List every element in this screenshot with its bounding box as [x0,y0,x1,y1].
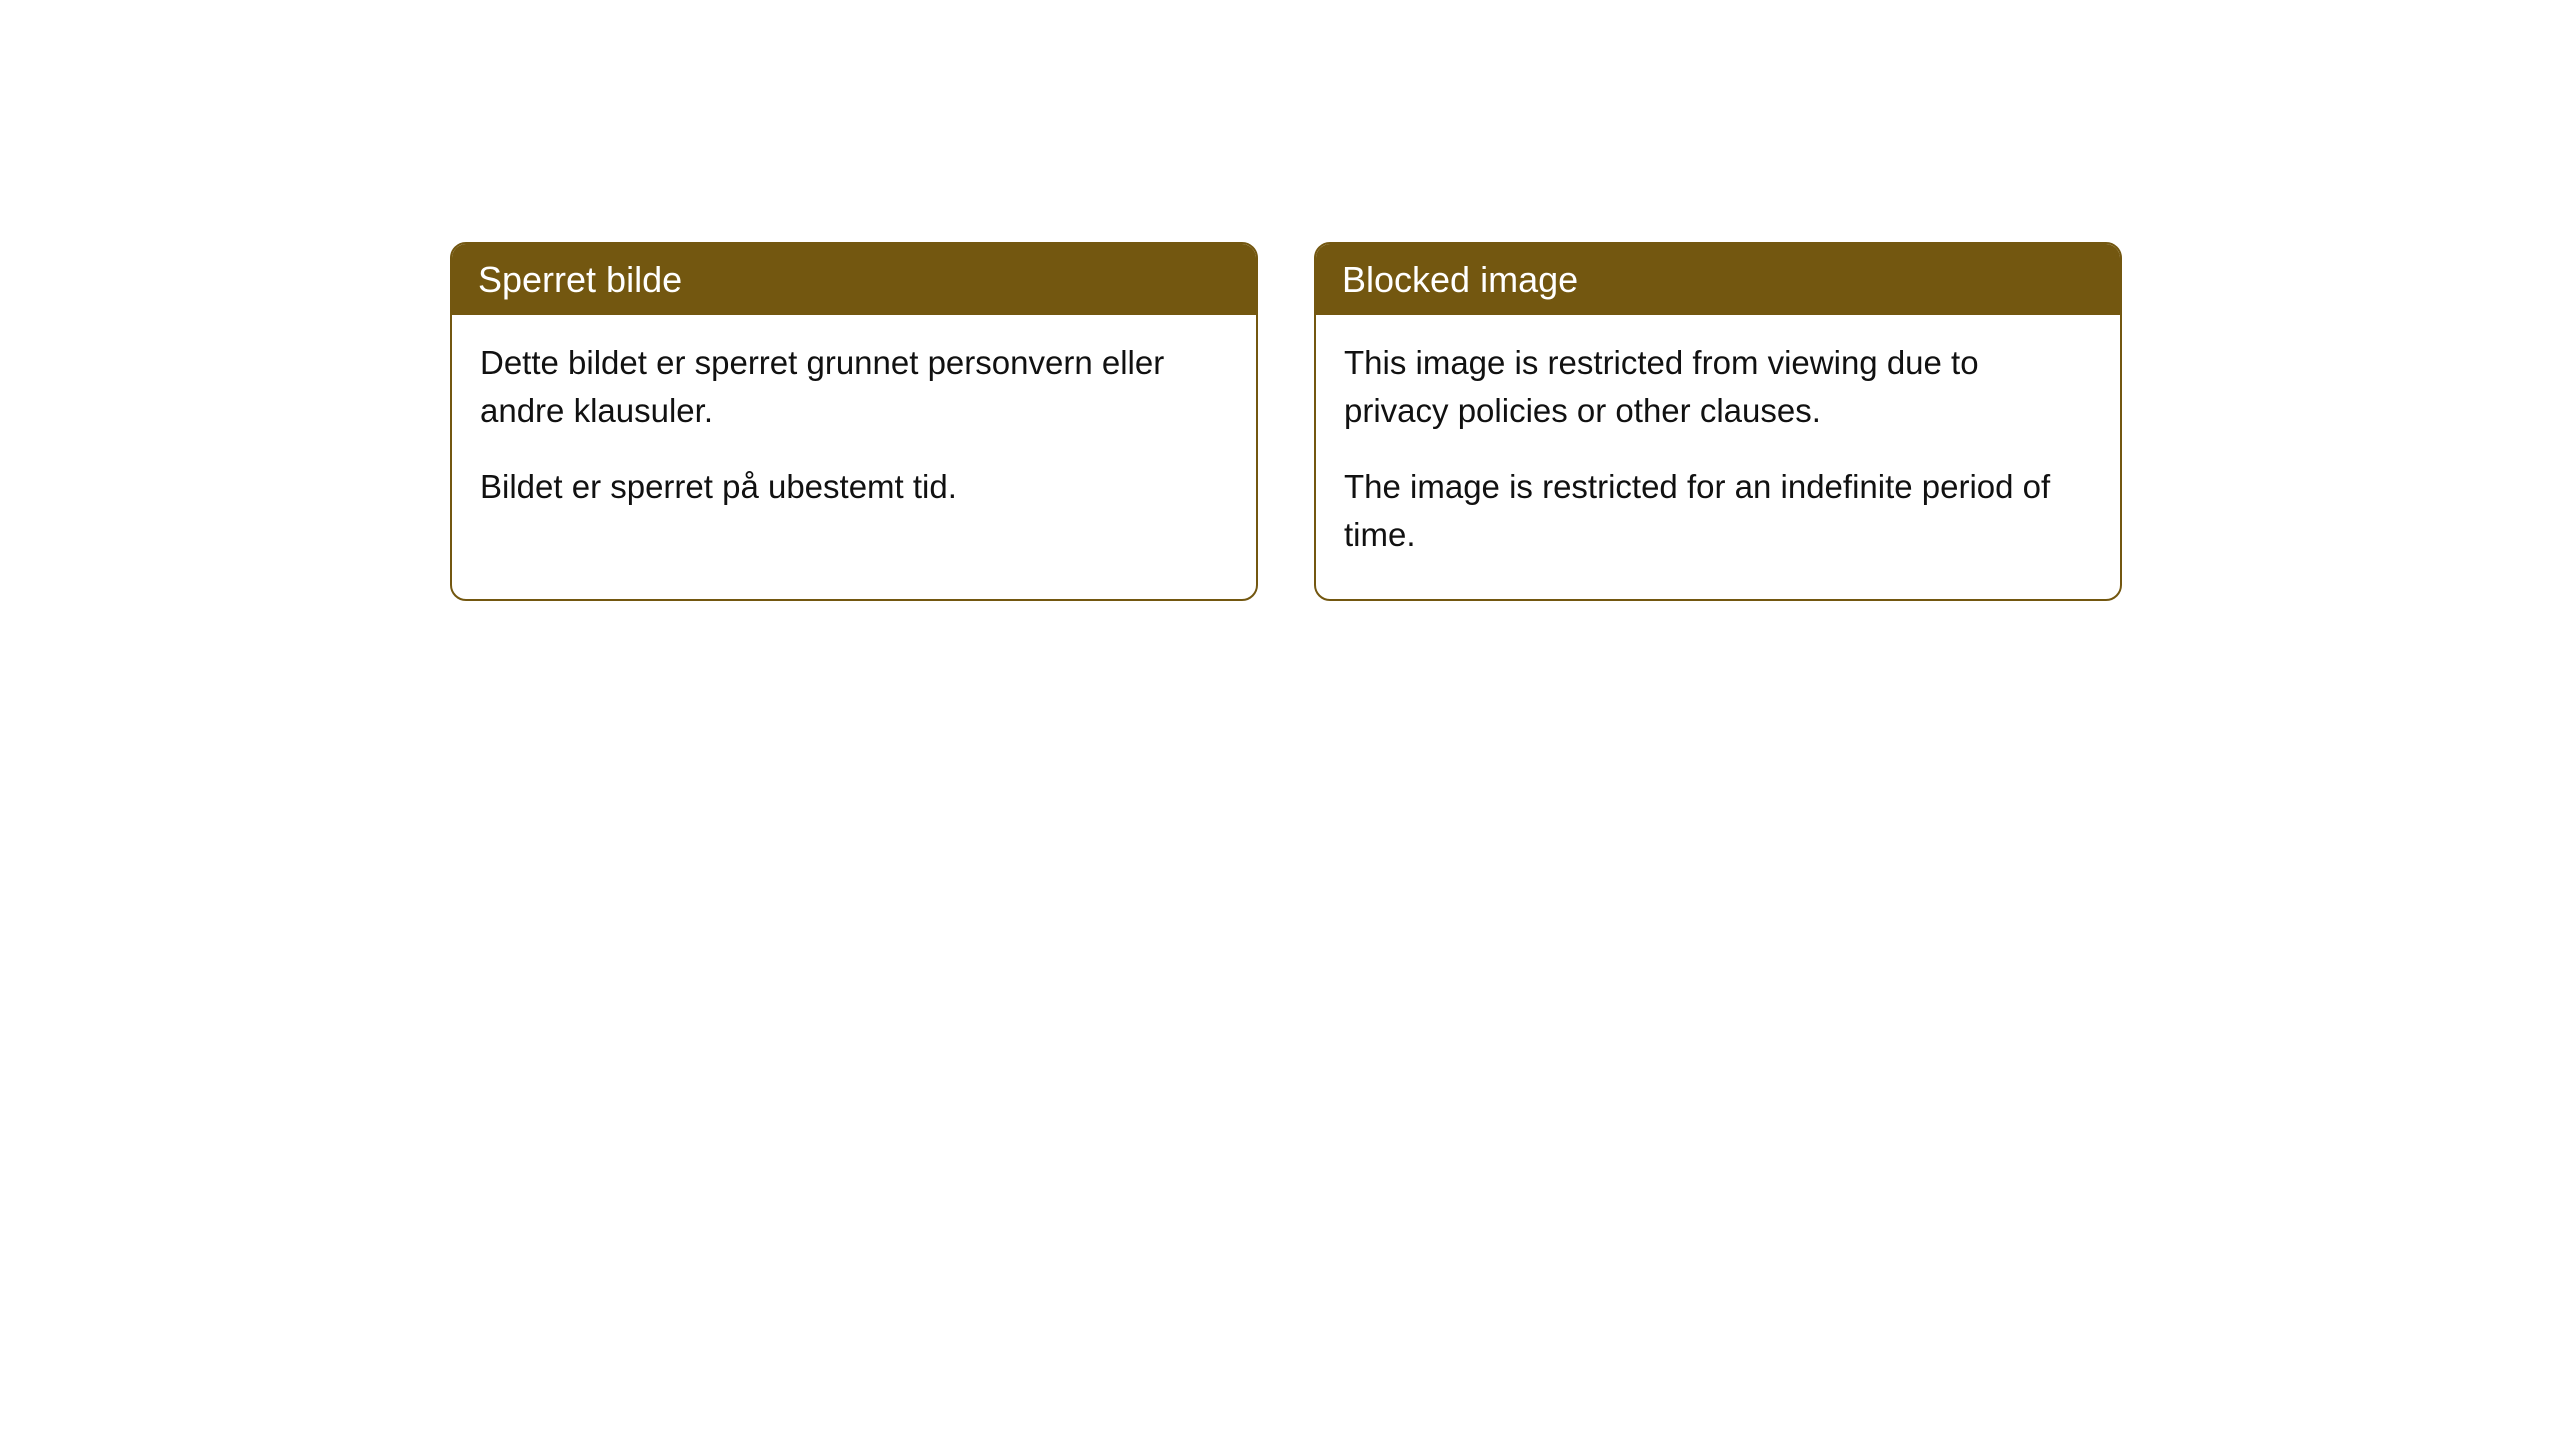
notice-card-paragraph: This image is restricted from viewing du… [1344,339,2092,435]
notice-card-en: Blocked image This image is restricted f… [1314,242,2122,601]
notice-card-title-no: Sperret bilde [452,244,1256,315]
notice-card-body-en: This image is restricted from viewing du… [1316,315,2120,598]
notice-card-paragraph: Bildet er sperret på ubestemt tid. [480,463,1228,511]
notice-card-paragraph: The image is restricted for an indefinit… [1344,463,2092,559]
notice-card-paragraph: Dette bildet er sperret grunnet personve… [480,339,1228,435]
notice-card-title-en: Blocked image [1316,244,2120,315]
notice-cards-row: Sperret bilde Dette bildet er sperret gr… [450,242,2122,601]
notice-card-body-no: Dette bildet er sperret grunnet personve… [452,315,1256,551]
notice-card-no: Sperret bilde Dette bildet er sperret gr… [450,242,1258,601]
